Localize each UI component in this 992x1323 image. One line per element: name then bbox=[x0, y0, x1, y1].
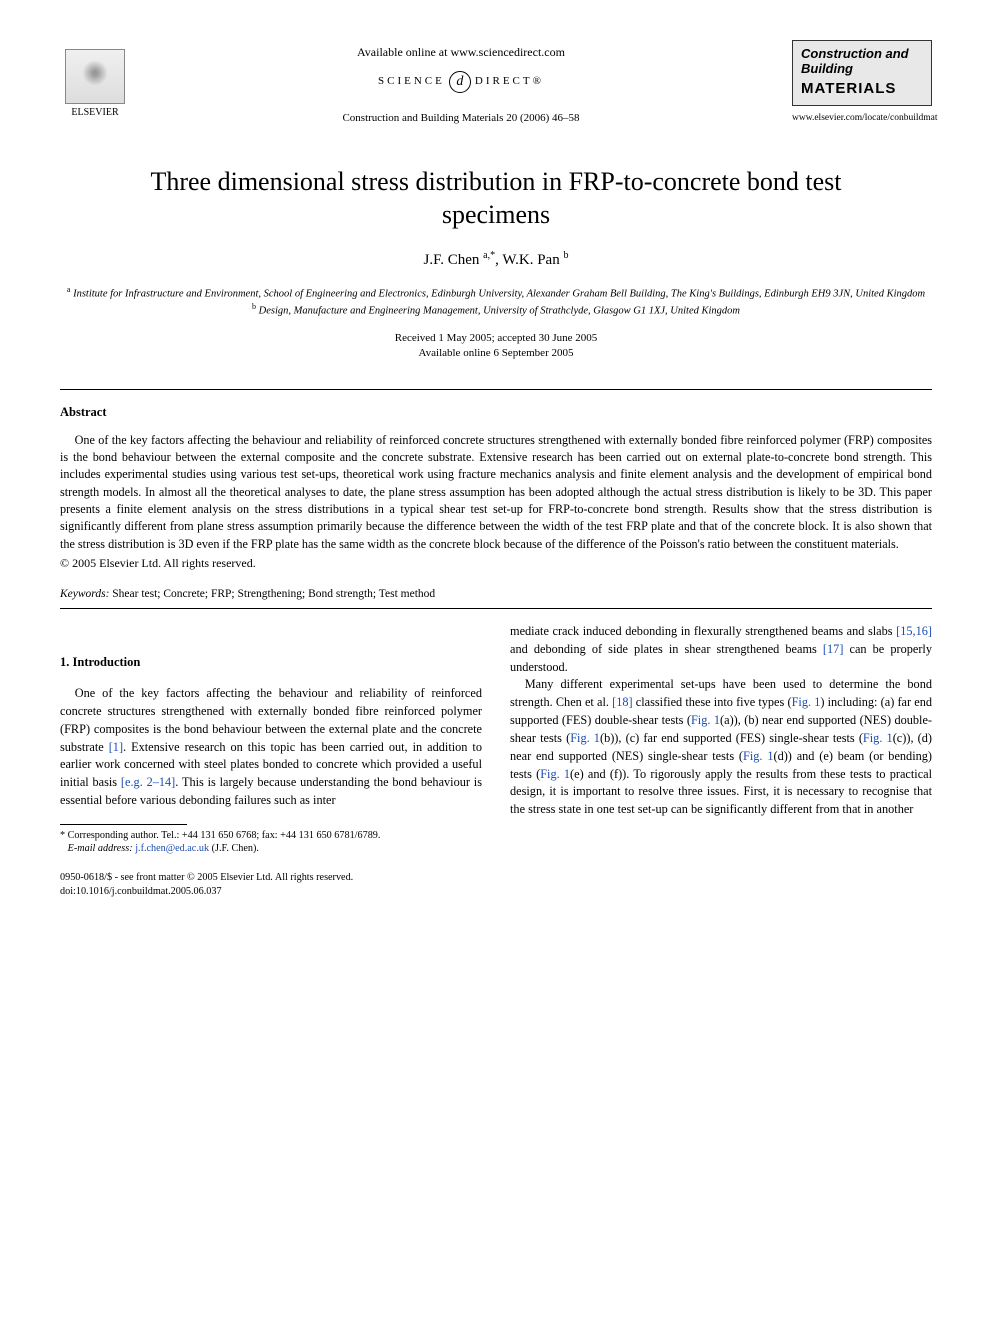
journal-logo-box: Construction and Building MATERIALS bbox=[792, 40, 932, 106]
affiliation-a: a Institute for Infrastructure and Envir… bbox=[60, 285, 932, 302]
received-date: Received 1 May 2005; accepted 30 June 20… bbox=[60, 331, 932, 346]
footnote-separator bbox=[60, 824, 187, 825]
abstract-copyright: © 2005 Elsevier Ltd. All rights reserved… bbox=[60, 555, 932, 572]
ref-18[interactable]: [18] bbox=[612, 695, 633, 709]
keywords-label: Keywords: bbox=[60, 588, 112, 600]
email-footnote: E-mail address: j.f.chen@ed.ac.uk (J.F. … bbox=[60, 842, 482, 855]
ref-1[interactable]: [1] bbox=[109, 740, 123, 754]
journal-logo-bottom: MATERIALS bbox=[801, 78, 923, 99]
front-matter-line: 0950-0618/$ - see front matter © 2005 El… bbox=[60, 871, 932, 884]
body-columns: 1. Introduction One of the key factors a… bbox=[60, 623, 932, 855]
journal-logo-block: Construction and Building MATERIALS www.… bbox=[792, 40, 932, 125]
bottom-info: 0950-0618/$ - see front matter © 2005 El… bbox=[60, 871, 932, 898]
authors-line: J.F. Chen a,*, W.K. Pan b bbox=[60, 249, 932, 271]
section-1-heading: 1. Introduction bbox=[60, 653, 482, 671]
ref-15-16[interactable]: [15,16] bbox=[896, 624, 932, 638]
ref-17[interactable]: [17] bbox=[823, 642, 844, 656]
aff-a-text: Institute for Infrastructure and Environ… bbox=[70, 289, 925, 300]
fig1e-ref[interactable]: Fig. 1 bbox=[540, 767, 570, 781]
sd-d-icon: d bbox=[449, 71, 471, 93]
doi-line: doi:10.1016/j.conbuildmat.2005.06.037 bbox=[60, 885, 932, 898]
left-column-block: 1. Introduction One of the key factors a… bbox=[60, 653, 482, 855]
intro-para-2: Many different experimental set-ups have… bbox=[510, 676, 932, 819]
author-1: J.F. Chen bbox=[424, 252, 484, 268]
available-online-text: Available online at www.sciencedirect.co… bbox=[130, 44, 792, 61]
affiliation-b: b Design, Manufacture and Engineering Ma… bbox=[60, 302, 932, 319]
author-2-sup: b bbox=[563, 250, 568, 261]
sd-left: SCIENCE bbox=[378, 74, 445, 89]
intro-para-1-part: One of the key factors affecting the beh… bbox=[60, 685, 482, 810]
author-2: , W.K. Pan bbox=[495, 252, 563, 268]
fig1c-ref[interactable]: Fig. 1 bbox=[863, 731, 893, 745]
journal-reference: Construction and Building Materials 20 (… bbox=[130, 111, 792, 126]
corr-text: Corresponding author. Tel.: +44 131 650 … bbox=[65, 830, 380, 841]
p2e: (b)), (c) far end supported (FES) single… bbox=[600, 731, 863, 745]
email-label: E-mail address: bbox=[68, 843, 136, 854]
abstract-body: One of the key factors affecting the beh… bbox=[60, 432, 932, 553]
publisher-name: ELSEVIER bbox=[71, 106, 118, 120]
journal-logo-top: Construction and Building bbox=[801, 47, 923, 77]
email-after: (J.F. Chen). bbox=[209, 843, 259, 854]
p2b: classified these into five types ( bbox=[633, 695, 792, 709]
journal-url: www.elsevier.com/locate/conbuildmat bbox=[792, 112, 932, 125]
fig1d-ref[interactable]: Fig. 1 bbox=[743, 749, 773, 763]
author-1-sup: a,* bbox=[483, 250, 495, 261]
p1e: and debonding of side plates in shear st… bbox=[510, 642, 823, 656]
ref-2-14[interactable]: [e.g. 2–14] bbox=[121, 775, 175, 789]
sd-right: DIRECT® bbox=[475, 74, 544, 89]
keywords-text: Shear test; Concrete; FRP; Strengthening… bbox=[112, 588, 435, 600]
keywords-line: Keywords: Shear test; Concrete; FRP; Str… bbox=[60, 586, 932, 602]
header-center: Available online at www.sciencedirect.co… bbox=[130, 40, 792, 126]
p1d: mediate crack induced debonding in flexu… bbox=[510, 624, 896, 638]
rule-top bbox=[60, 389, 932, 390]
article-title: Three dimensional stress distribution in… bbox=[100, 166, 892, 231]
sciencedirect-logo: SCIENCE d DIRECT® bbox=[378, 71, 544, 93]
elsevier-tree-icon bbox=[65, 49, 125, 104]
aff-b-text: Design, Manufacture and Engineering Mana… bbox=[256, 305, 740, 316]
p2h: (e) and (f)). To rigorously apply the re… bbox=[510, 767, 932, 817]
rule-bottom bbox=[60, 608, 932, 609]
elsevier-logo: ELSEVIER bbox=[60, 40, 130, 120]
corresponding-footnote: * Corresponding author. Tel.: +44 131 65… bbox=[60, 829, 482, 842]
online-date: Available online 6 September 2005 bbox=[60, 346, 932, 361]
intro-para-1-cont: mediate crack induced debonding in flexu… bbox=[510, 623, 932, 676]
article-dates: Received 1 May 2005; accepted 30 June 20… bbox=[60, 331, 932, 362]
abstract-heading: Abstract bbox=[60, 404, 932, 422]
email-link[interactable]: j.f.chen@ed.ac.uk bbox=[135, 843, 209, 854]
fig1b-ref[interactable]: Fig. 1 bbox=[570, 731, 600, 745]
header-row: ELSEVIER Available online at www.science… bbox=[60, 40, 932, 126]
affiliations: a Institute for Infrastructure and Envir… bbox=[60, 285, 932, 318]
fig1a-ref[interactable]: Fig. 1 bbox=[691, 713, 720, 727]
fig1-ref[interactable]: Fig. 1 bbox=[792, 695, 821, 709]
